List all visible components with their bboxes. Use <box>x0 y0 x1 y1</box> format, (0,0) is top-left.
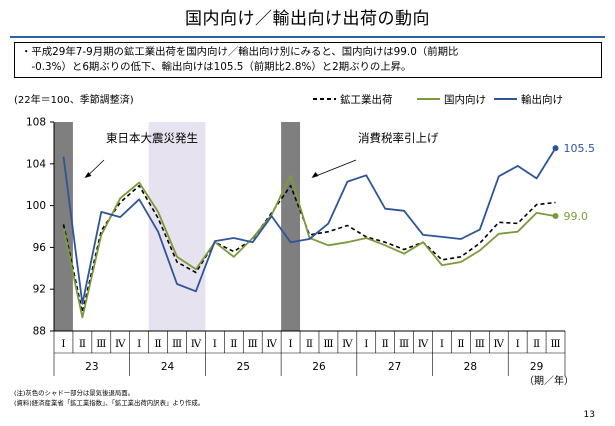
summary-line-1: ・平成29年7-9月期の鉱工業出荷を国内向け／輸出向け別にみると、国内向けは99… <box>21 46 459 58</box>
x-year-label: 28 <box>464 361 477 373</box>
x-year-label: 27 <box>388 361 401 373</box>
annotation-tax-arrow <box>313 159 357 178</box>
x-tick-label: Ⅳ <box>115 338 126 350</box>
x-year-label: 25 <box>237 361 250 373</box>
x-tick-label: Ⅳ <box>342 338 353 350</box>
series-end-marker-1 <box>552 213 559 220</box>
recession-band-1 <box>281 122 301 331</box>
annotation-tax: 消費税率引上げ <box>358 131 439 145</box>
x-axis-unit: （期／年） <box>524 374 574 387</box>
series-line-0 <box>62 184 556 314</box>
x-tick-label: Ⅱ <box>230 338 237 350</box>
y-tick-label: 92 <box>33 284 46 296</box>
x-tick-label: Ⅱ <box>382 338 389 350</box>
x-tick-label: Ⅲ <box>96 338 106 350</box>
highlight-band-0 <box>148 122 206 331</box>
x-tick-label: Ⅰ <box>288 338 292 350</box>
y-tick-label: 100 <box>26 200 46 212</box>
y-tick-label: 88 <box>33 326 46 338</box>
x-tick-label: Ⅲ <box>323 338 333 350</box>
page-number: 13 <box>583 410 595 420</box>
footnote-source: (資料)経済産業省「鉱工業指数」、「鉱工業出荷内訳表」より作成。 <box>14 399 205 407</box>
y-tick-label: 108 <box>26 117 46 129</box>
x-tick-label: Ⅱ <box>155 338 162 350</box>
annotation-earthquake-arrowhead <box>84 172 92 178</box>
x-tick-label: Ⅲ <box>248 338 258 350</box>
series-end-marker-0 <box>552 145 559 152</box>
y-tick-label: 96 <box>33 242 47 254</box>
end-value-label-1: 99.0 <box>564 210 589 223</box>
annotation-earthquake: 東日本大震災発生 <box>106 131 198 145</box>
series-line-1 <box>62 174 556 319</box>
x-tick-label: Ⅰ <box>364 338 368 350</box>
title-divider <box>10 36 605 38</box>
x-tick-label: Ⅰ <box>440 338 444 350</box>
x-tick-label: Ⅳ <box>191 338 202 350</box>
x-tick-label: Ⅳ <box>418 338 429 350</box>
summary-box: ・平成29年7-9月期の鉱工業出荷を国内向け／輸出向け別にみると、国内向けは99… <box>14 42 602 78</box>
footnote-shadow: (注)灰色のシャドー部分は景気後退局面。 <box>14 389 135 397</box>
y-tick-label: 104 <box>26 158 46 170</box>
x-tick-label: Ⅲ <box>399 338 409 350</box>
page-title: 国内向け／輸出向け出荷の動向 <box>185 9 430 29</box>
series-line-2 <box>62 147 557 305</box>
x-tick-label: Ⅱ <box>79 338 86 350</box>
end-value-label-0: 105.5 <box>564 142 596 155</box>
x-tick-label: Ⅱ <box>533 338 540 350</box>
x-year-label: 29 <box>530 361 543 373</box>
x-year-label: 24 <box>161 361 175 373</box>
x-tick-label: Ⅰ <box>137 338 141 350</box>
x-tick-label: Ⅳ <box>494 338 505 350</box>
legend-label-2: 輸出向け <box>521 93 563 106</box>
annotation-tax-arrowhead <box>311 172 319 178</box>
x-year-label: 23 <box>85 361 98 373</box>
chart-unit-note: (22年＝100、季節調整済) <box>14 93 134 106</box>
x-tick-label: Ⅱ <box>306 338 313 350</box>
x-tick-label: Ⅳ <box>266 338 277 350</box>
x-tick-label: Ⅲ <box>475 338 485 350</box>
x-tick-label: Ⅰ <box>516 338 520 350</box>
x-tick-label: Ⅰ <box>61 338 65 350</box>
x-tick-label: Ⅲ <box>172 338 182 350</box>
x-tick-label: Ⅰ <box>213 338 217 350</box>
legend-label-0: 鉱工業出荷 <box>340 93 393 106</box>
legend-label-1: 国内向け <box>444 93 486 106</box>
x-tick-label: Ⅲ <box>550 338 560 350</box>
x-year-label: 26 <box>312 361 326 373</box>
x-tick-label: Ⅱ <box>457 338 464 350</box>
summary-line-2: -0.3%）と6期ぶりの低下、輸出向けは105.5（前期比2.8%）と2期ぶりの… <box>21 61 412 73</box>
